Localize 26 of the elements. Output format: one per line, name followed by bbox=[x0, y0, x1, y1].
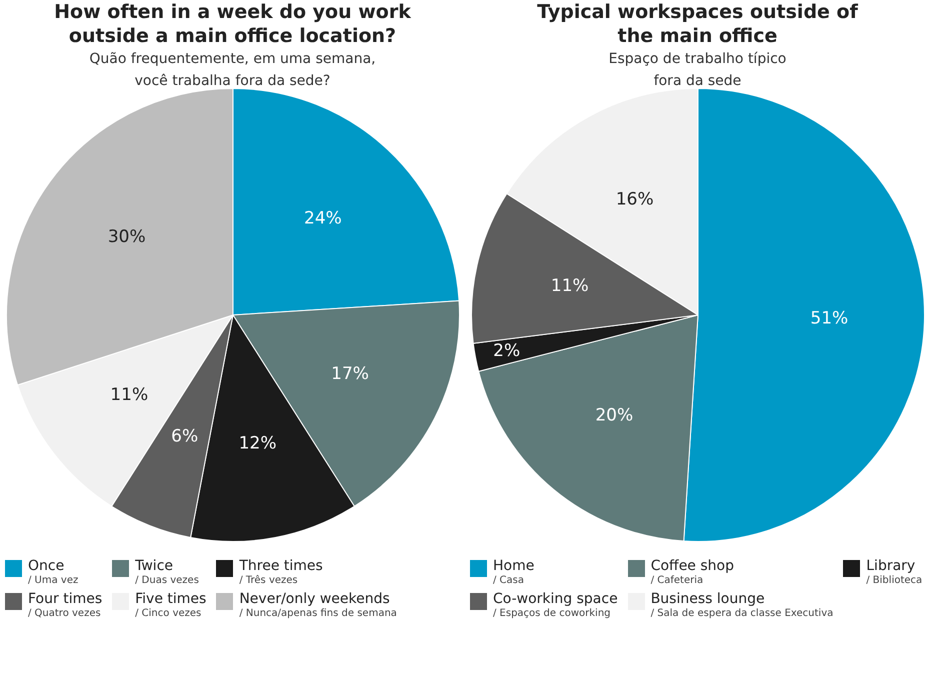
legend-label: Library / Biblioteca bbox=[866, 558, 922, 587]
data-label: 11% bbox=[110, 384, 148, 405]
legend-label: Four times / Quatro vezes bbox=[28, 591, 102, 620]
legend-label: Business lounge / Sala de espera da classe Executiva bbox=[650, 591, 834, 620]
data-label: 11% bbox=[550, 276, 588, 296]
legend-label: Three times / Três vezes bbox=[239, 558, 323, 587]
chart-subtitle: Espaço de trabalho típico fora da sede bbox=[608, 50, 788, 91]
data-label: 24% bbox=[304, 208, 342, 229]
data-label: 16% bbox=[615, 189, 654, 210]
legend-label: Five times / Cinco vezes bbox=[135, 591, 206, 620]
data-label: 17% bbox=[330, 364, 368, 384]
data-label: 30% bbox=[107, 227, 146, 248]
legend-label: Coffee shop / Cafeteria bbox=[650, 558, 734, 587]
data-label: 20% bbox=[594, 406, 633, 426]
data-label: 51% bbox=[810, 308, 848, 329]
legend-label: Twice / Duas vezes bbox=[135, 558, 199, 587]
chart-title: Typical workspaces outside of the main office bbox=[536, 0, 859, 48]
data-label: 2% bbox=[492, 340, 520, 361]
chart-title: How often in a week do you work outside a main office location? bbox=[53, 0, 412, 48]
chart-subtitle: Quão frequentemente, em uma semana, você trabalha fora da sede? bbox=[88, 50, 377, 91]
legend-label: Co-working space / Espaços de coworking bbox=[493, 591, 618, 620]
legend-label: Never/only weekends / Nunca/apenas fins de semana bbox=[239, 591, 397, 620]
data-label: 12% bbox=[238, 433, 276, 454]
legend-label: Once / Uma vez bbox=[28, 558, 78, 587]
data-label: 6% bbox=[170, 426, 198, 447]
legend-label: Home / Casa bbox=[493, 558, 534, 587]
